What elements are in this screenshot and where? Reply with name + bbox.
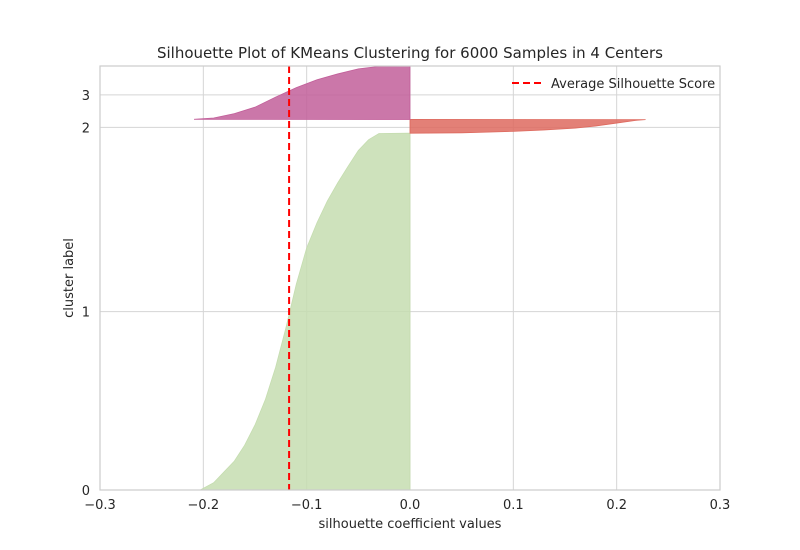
x-tick-label: −0.1: [291, 498, 323, 513]
plot-frame: [99, 65, 721, 491]
x-tick-label: 0.0: [400, 498, 421, 513]
chart-title: Silhouette Plot of KMeans Clustering for…: [157, 44, 663, 62]
x-tick-label: 0.2: [606, 498, 627, 513]
x-tick-label: 0.3: [710, 498, 731, 513]
cluster-1-area: [409, 119, 646, 134]
legend-label: Average Silhouette Score: [551, 77, 715, 92]
y-tick-labels: 0 1 2 3: [82, 89, 90, 499]
x-tick-label: −0.3: [84, 498, 116, 513]
y-tick-label: 2: [82, 121, 90, 136]
x-tick-labels: −0.3 −0.2 −0.1 0.0 0.1 0.2 0.3: [84, 498, 730, 513]
x-axis-label: silhouette coefficient values: [319, 517, 502, 532]
y-tick-label: 0: [82, 484, 90, 499]
y-tick-label: 1: [82, 306, 90, 321]
y-axis-label: cluster label: [62, 238, 77, 318]
y-tick-label: 3: [82, 89, 90, 104]
legend: Average Silhouette Score: [512, 77, 715, 92]
x-tick-label: −0.2: [188, 498, 220, 513]
cluster-0-area: [200, 132, 411, 491]
cluster-areas: [194, 65, 646, 491]
x-tick-label: 0.1: [503, 498, 524, 513]
